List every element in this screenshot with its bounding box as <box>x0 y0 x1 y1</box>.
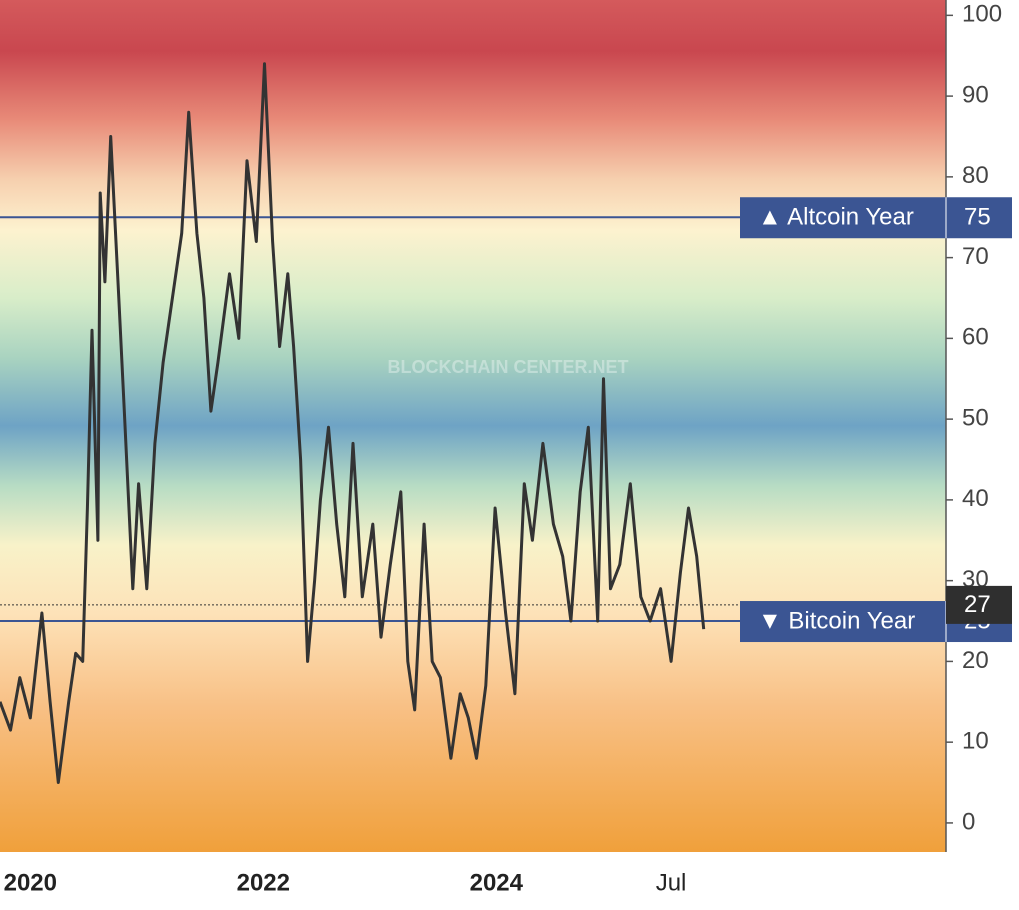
y-tick-label: 20 <box>962 647 989 674</box>
data-line <box>0 62 706 784</box>
y-tick-label: 70 <box>962 243 989 270</box>
y-tick-label: 100 <box>962 1 1002 28</box>
y-tick-label: 10 <box>962 728 989 755</box>
current-box <box>946 585 1012 624</box>
current-value: 27 <box>964 591 991 618</box>
axis-panel <box>946 0 1019 852</box>
y-tick-label: 90 <box>962 81 989 108</box>
y-tick-label: 60 <box>962 324 989 351</box>
y-tick-label: 50 <box>962 404 989 431</box>
x-tick-label: 2022 <box>237 869 290 896</box>
y-tick-label: 80 <box>962 162 989 189</box>
background <box>0 0 946 852</box>
y-tick-label: 0 <box>962 808 975 835</box>
threshold-value: 75 <box>964 204 991 231</box>
threshold-box <box>740 197 1012 239</box>
x-tick-label: 2024 <box>470 869 524 896</box>
x-tick-label: Jul <box>656 869 687 896</box>
x-tick-label: 2020 <box>4 869 57 896</box>
threshold-label: ▼ Bitcoin Year <box>758 607 915 634</box>
threshold-label: ▲ Altcoin Year <box>758 204 914 231</box>
watermark: BLOCKCHAIN CENTER.NET <box>388 357 629 377</box>
y-tick-label: 40 <box>962 485 989 512</box>
